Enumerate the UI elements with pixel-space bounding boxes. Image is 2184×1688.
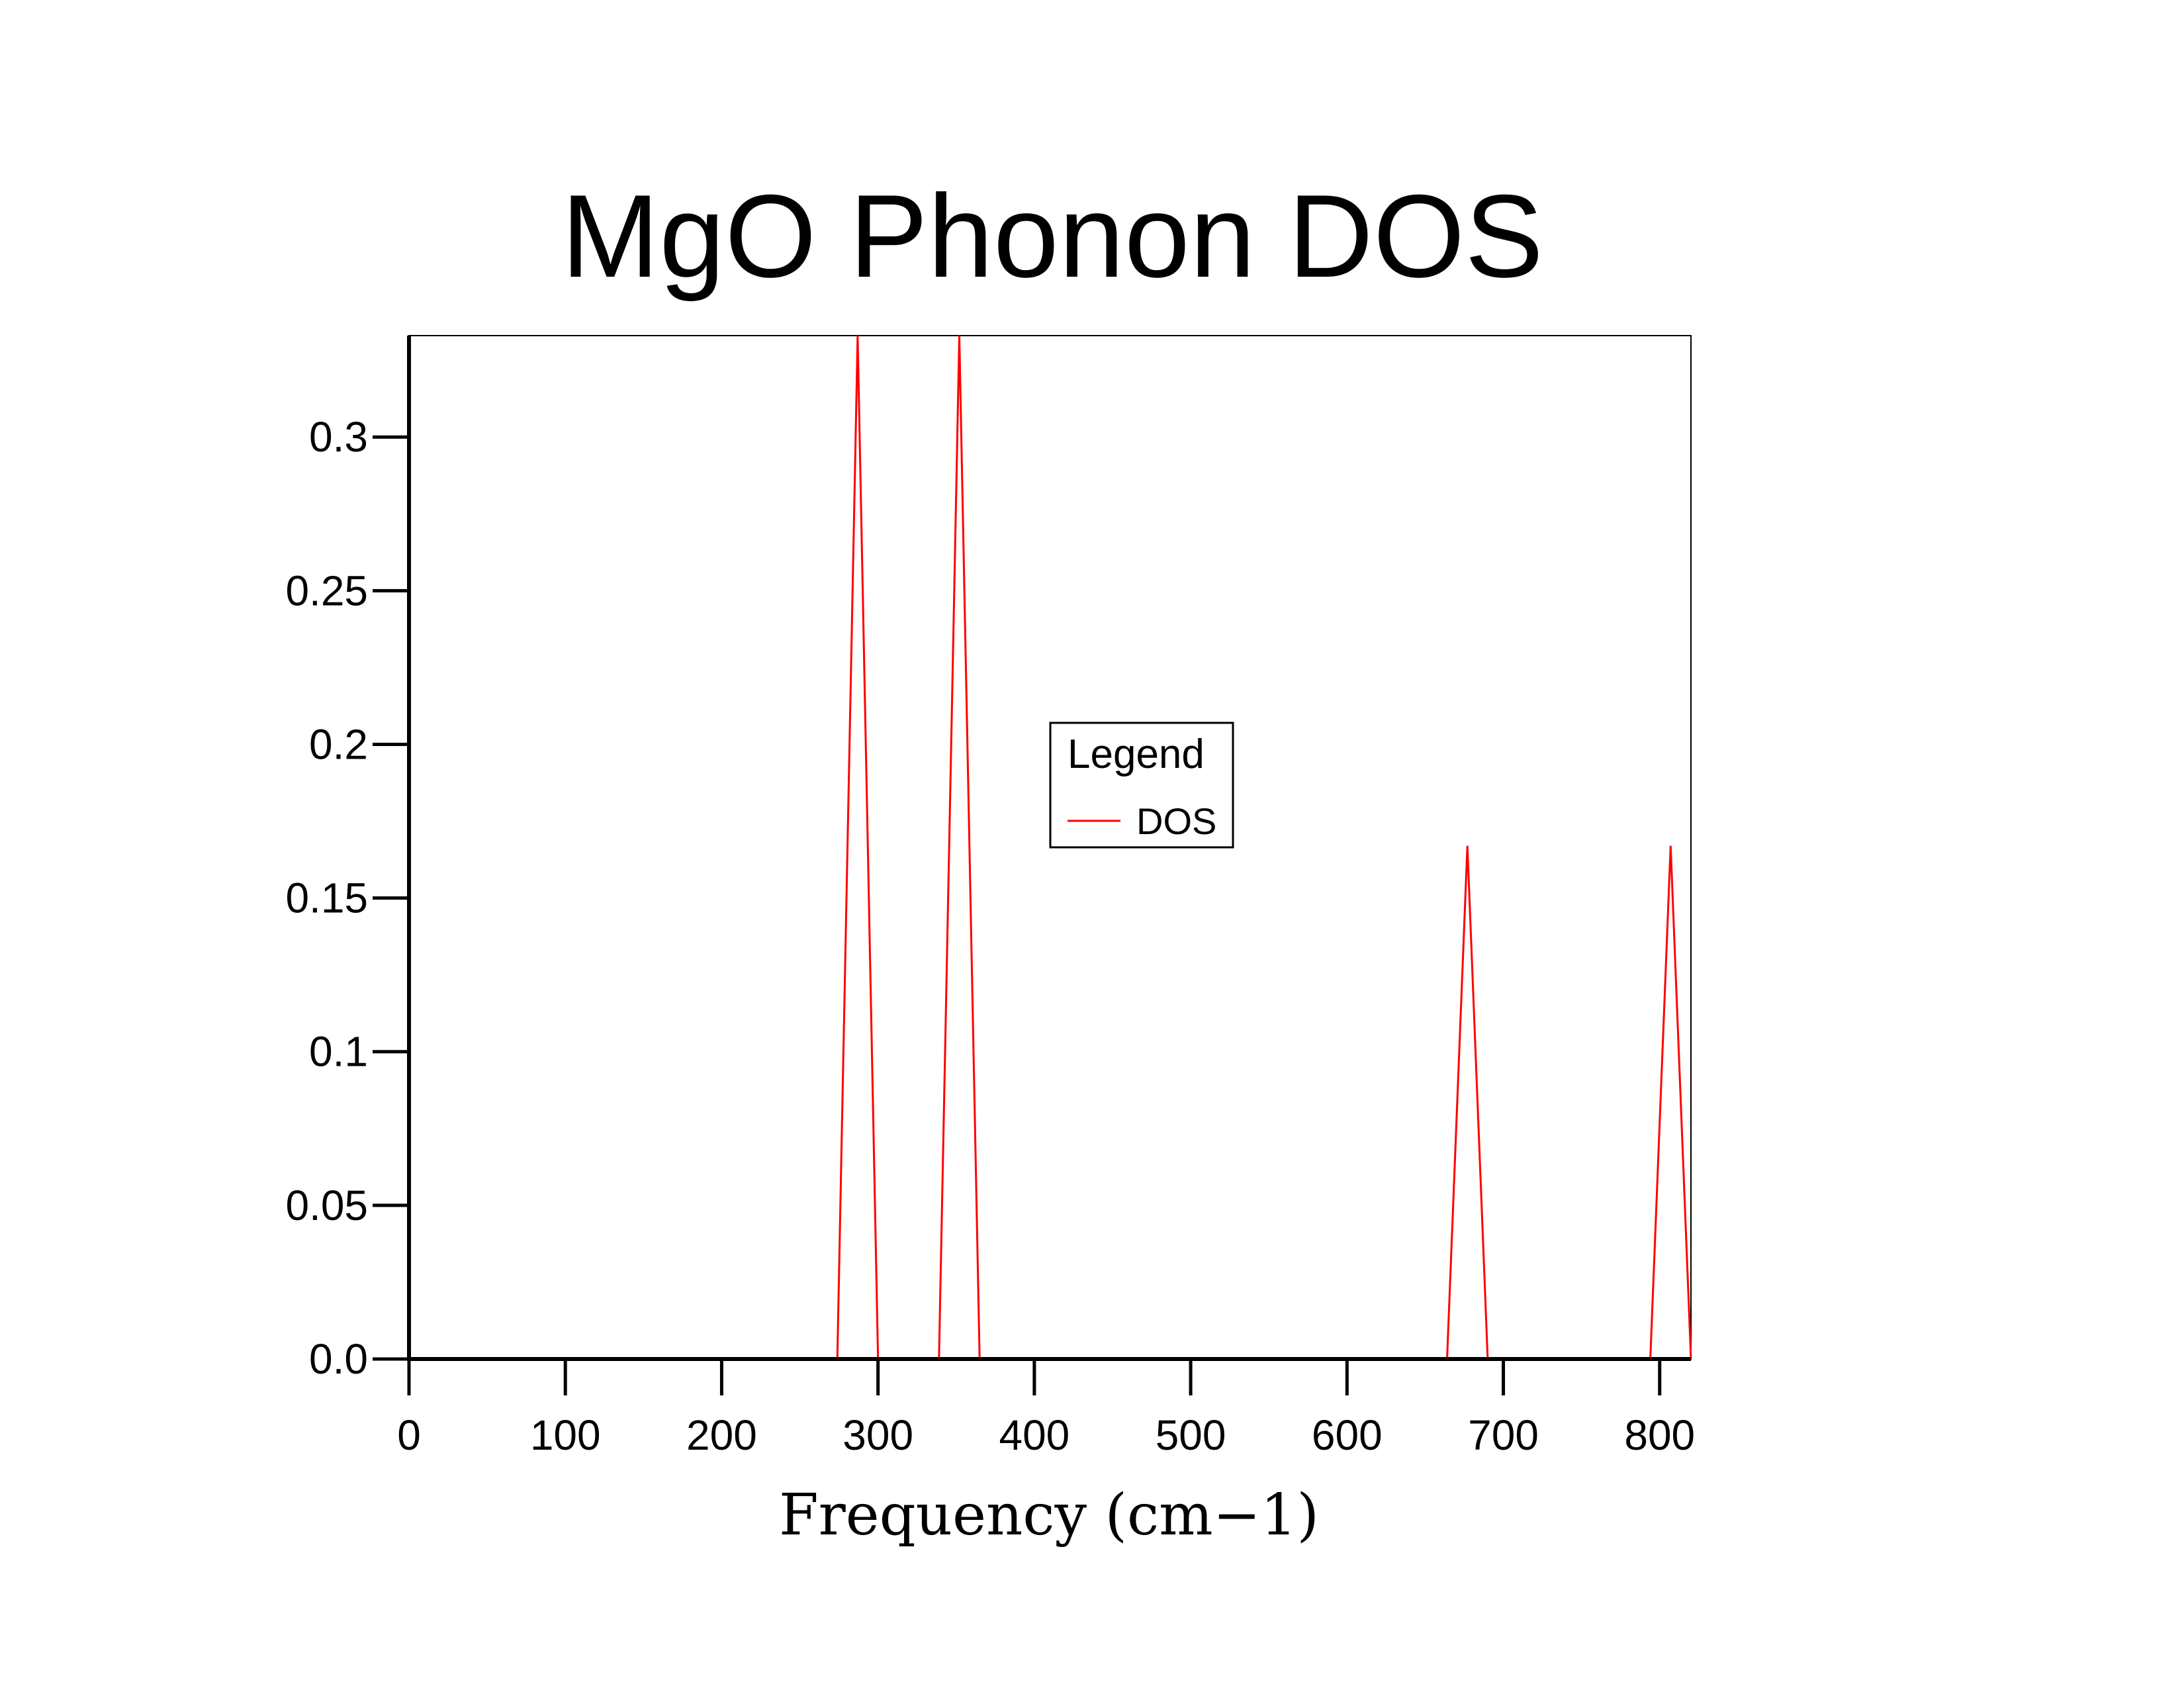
x-tick-label: 200: [686, 1411, 757, 1459]
x-tick-label: 700: [1468, 1411, 1539, 1459]
x-tick-label: 500: [1156, 1411, 1226, 1459]
x-axis-label: Frequency (cm−1): [779, 1482, 1319, 1548]
chart-title: MgO Phonon DOS: [561, 170, 1543, 302]
y-tick-label: 0.2: [309, 720, 368, 768]
y-tick-label: 0.1: [309, 1028, 368, 1076]
legend-title: Legend: [1068, 731, 1205, 777]
y-tick-label: 0.0: [309, 1335, 368, 1383]
y-ticks: 0.0 0.05 0.1 0.15 0.2 0.25 0.3: [285, 413, 409, 1383]
legend-entry-dos: DOS: [1136, 800, 1216, 842]
x-tick-label: 100: [530, 1411, 601, 1459]
x-tick-label: 800: [1624, 1411, 1695, 1459]
y-tick-label: 0.15: [285, 874, 368, 922]
x-tick-label: 0: [397, 1411, 421, 1459]
legend-box: [1049, 722, 1234, 849]
x-ticks: 0 100 200 300 400 500 600 700 800: [397, 1359, 1695, 1459]
y-tick-label: 0.25: [285, 567, 368, 614]
y-tick-label: 0.05: [285, 1182, 368, 1229]
y-tick-label: 0.3: [309, 413, 368, 461]
x-tick-label: 600: [1312, 1411, 1383, 1459]
legend: Legend DOS: [1049, 722, 1234, 849]
x-tick-label: 300: [842, 1411, 913, 1459]
x-tick-label: 400: [999, 1411, 1069, 1459]
